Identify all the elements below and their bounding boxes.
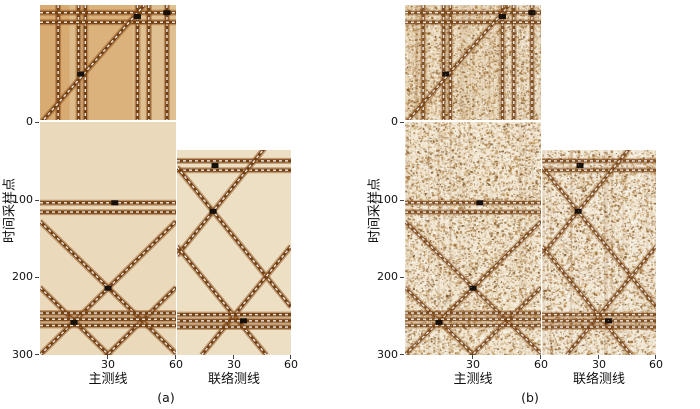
y-tick-mark bbox=[35, 122, 39, 123]
x-tick-label: 60 bbox=[169, 358, 183, 371]
x-tick-mark bbox=[655, 355, 656, 359]
x-tick-label: 30 bbox=[227, 358, 241, 371]
y-tick-label: 200 bbox=[12, 270, 33, 283]
panel-caption: (a) bbox=[157, 390, 175, 405]
y-tick-label: 100 bbox=[377, 193, 398, 206]
panel-b-timeslice-canvas bbox=[405, 5, 541, 120]
y-tick-mark bbox=[400, 277, 404, 278]
x-tick-mark bbox=[540, 355, 541, 359]
panel-a-inline-canvas bbox=[40, 122, 176, 355]
x-tick-label: 60 bbox=[534, 358, 548, 371]
panel-b-inline-canvas bbox=[405, 122, 541, 355]
y-tick-label: 300 bbox=[377, 348, 398, 361]
x-axis-label-inline: 主测线 bbox=[88, 372, 128, 387]
x-tick-mark bbox=[290, 355, 291, 359]
y-tick-mark bbox=[400, 122, 404, 123]
y-tick-mark bbox=[35, 277, 39, 278]
x-axis-label-crossline: 联络测线 bbox=[207, 372, 260, 387]
y-tick-label: 100 bbox=[12, 193, 33, 206]
x-axis-label-crossline: 联络测线 bbox=[572, 372, 625, 387]
panel-a-crossline-canvas bbox=[177, 150, 291, 355]
x-axis-label-inline: 主测线 bbox=[453, 372, 493, 387]
y-tick-mark bbox=[400, 200, 404, 201]
x-tick-mark bbox=[233, 355, 234, 359]
y-tick-mark bbox=[35, 354, 39, 355]
x-tick-mark bbox=[598, 355, 599, 359]
y-tick-label: 0 bbox=[391, 115, 398, 128]
x-tick-mark bbox=[175, 355, 176, 359]
x-tick-label: 60 bbox=[284, 358, 298, 371]
panel-caption: (b) bbox=[521, 390, 539, 405]
x-tick-label: 30 bbox=[466, 358, 480, 371]
panel-b-crossline-canvas bbox=[542, 150, 656, 355]
x-tick-label: 30 bbox=[101, 358, 115, 371]
x-tick-label: 60 bbox=[649, 358, 663, 371]
y-tick-mark bbox=[400, 354, 404, 355]
y-tick-label: 0 bbox=[26, 115, 33, 128]
y-tick-mark bbox=[35, 200, 39, 201]
y-tick-label: 200 bbox=[377, 270, 398, 283]
x-tick-mark bbox=[472, 355, 473, 359]
panel-a-timeslice-canvas bbox=[40, 5, 176, 120]
y-axis-label: 时间采样点 bbox=[367, 178, 383, 244]
x-tick-mark bbox=[107, 355, 108, 359]
y-tick-label: 300 bbox=[12, 348, 33, 361]
x-tick-label: 30 bbox=[592, 358, 606, 371]
